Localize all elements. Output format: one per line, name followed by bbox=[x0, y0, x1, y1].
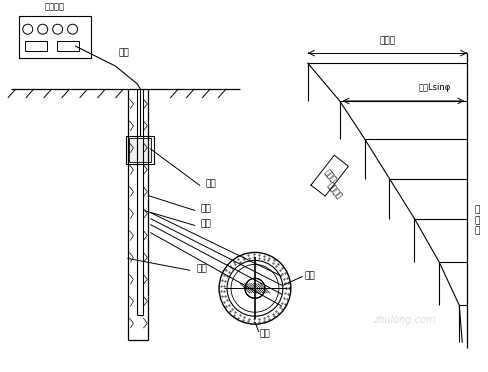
Text: 电缆: 电缆 bbox=[119, 49, 129, 58]
Circle shape bbox=[245, 278, 265, 298]
Bar bbox=[129, 138, 151, 162]
Text: 测斜仪: 测斜仪 bbox=[322, 167, 338, 184]
Text: 位移Lsinφ: 位移Lsinφ bbox=[418, 83, 450, 92]
Text: 回填: 回填 bbox=[196, 264, 207, 273]
Circle shape bbox=[68, 24, 78, 34]
Text: 导管: 导管 bbox=[200, 219, 211, 228]
Circle shape bbox=[53, 24, 62, 34]
Text: 探测圆筒: 探测圆筒 bbox=[325, 180, 344, 201]
Bar bbox=[19, 16, 91, 58]
Circle shape bbox=[227, 260, 283, 316]
Bar bbox=[126, 136, 154, 164]
Bar bbox=[57, 41, 79, 51]
Text: 测成设备: 测成设备 bbox=[45, 2, 65, 11]
Text: 导轮: 导轮 bbox=[260, 330, 271, 339]
Circle shape bbox=[38, 24, 48, 34]
Text: 测头: 测头 bbox=[205, 179, 216, 188]
Text: zhulong.com: zhulong.com bbox=[373, 315, 436, 325]
Text: 总位移: 总位移 bbox=[380, 36, 396, 45]
Bar bbox=[25, 41, 47, 51]
Text: 钻孔: 钻孔 bbox=[200, 204, 211, 213]
Circle shape bbox=[219, 253, 291, 324]
Circle shape bbox=[231, 264, 279, 312]
Text: 原
准
线: 原 准 线 bbox=[474, 206, 480, 235]
Text: 导槽: 导槽 bbox=[305, 271, 316, 280]
Circle shape bbox=[23, 24, 33, 34]
